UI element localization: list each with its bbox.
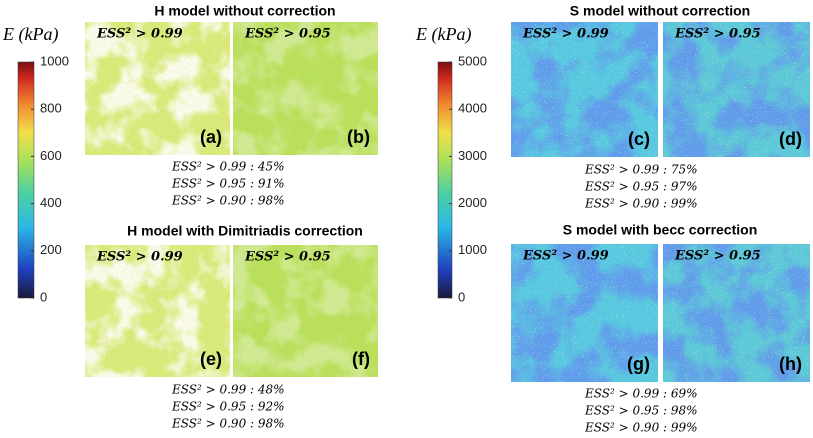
colorbar-tick-label: 1000 bbox=[40, 53, 69, 68]
heatmap-speckle bbox=[85, 22, 230, 155]
panel-label: (f) bbox=[352, 349, 370, 369]
panel-label: (d) bbox=[779, 129, 802, 149]
ess-stat: ESS² > 0.90 : 98% bbox=[171, 194, 285, 208]
colorbar bbox=[437, 61, 453, 299]
threshold-label: ESS² > 0.99 bbox=[522, 249, 609, 264]
threshold-label: ESS² > 0.95 bbox=[244, 250, 331, 265]
ess-stat: ESS² > 0.99 : 75% bbox=[584, 163, 698, 177]
colorbar-tick-label: 4000 bbox=[458, 101, 487, 116]
colorbar-tick-label: 1000 bbox=[458, 242, 487, 257]
threshold-label: ESS² > 0.99 bbox=[522, 27, 609, 42]
threshold-label: ESS² > 0.99 bbox=[96, 27, 183, 42]
colorbar-tick-label: 200 bbox=[40, 242, 62, 257]
colorbar-label: E (kPa) bbox=[415, 24, 471, 45]
heatmap-speckle bbox=[511, 22, 658, 157]
colorbar-tick-label: 400 bbox=[40, 195, 62, 210]
panel-title: S model without correction bbox=[570, 3, 750, 19]
ess-stat: ESS² > 0.90 : 99% bbox=[584, 197, 698, 211]
ess-stat: ESS² > 0.95 : 91% bbox=[171, 177, 285, 191]
colorbar-tick-label: 2000 bbox=[458, 195, 487, 210]
heatmap-speckle bbox=[663, 22, 810, 157]
threshold-label: ESS² > 0.99 bbox=[96, 250, 183, 265]
ess-stat: ESS² > 0.99 : 45% bbox=[171, 160, 285, 174]
colorbar-tick-label: 3000 bbox=[458, 148, 487, 163]
heatmap-speckle bbox=[233, 245, 378, 377]
ess-stat: ESS² > 0.95 : 98% bbox=[584, 404, 698, 418]
colorbar-tick-label: 0 bbox=[458, 289, 465, 304]
panel-title: H model without correction bbox=[154, 3, 335, 19]
colorbar-tick-label: 600 bbox=[40, 148, 62, 163]
ess-stat: ESS² > 0.90 : 99% bbox=[584, 421, 698, 434]
colorbar-label: E (kPa) bbox=[2, 24, 58, 45]
panel-label: (b) bbox=[347, 127, 370, 147]
panel-label: (h) bbox=[779, 354, 802, 374]
ess-stat: ESS² > 0.90 : 98% bbox=[171, 417, 285, 431]
ess-stat: ESS² > 0.95 : 92% bbox=[171, 400, 285, 414]
panel-label: (c) bbox=[628, 129, 650, 149]
ess-stat: ESS² > 0.99 : 48% bbox=[171, 383, 285, 397]
panel-label: (a) bbox=[200, 127, 222, 147]
ess-stat: ESS² > 0.99 : 69% bbox=[584, 387, 698, 401]
colorbar-tick-label: 800 bbox=[40, 101, 62, 116]
heatmap-speckle bbox=[233, 22, 378, 155]
panel-title: S model with becc correction bbox=[563, 222, 758, 238]
threshold-label: ESS² > 0.95 bbox=[674, 27, 761, 42]
ess-stat: ESS² > 0.95 : 97% bbox=[584, 180, 698, 194]
heatmap-speckle bbox=[85, 245, 230, 377]
panel-label: (g) bbox=[627, 354, 650, 374]
panel-label: (e) bbox=[200, 349, 222, 369]
threshold-label: ESS² > 0.95 bbox=[674, 249, 761, 264]
threshold-label: ESS² > 0.95 bbox=[244, 27, 331, 42]
colorbar-tick-label: 0 bbox=[40, 289, 47, 304]
colorbar bbox=[17, 61, 35, 299]
colorbar-tick-label: 5000 bbox=[458, 53, 487, 68]
heatmap-speckle bbox=[663, 244, 810, 382]
panel-title: H model with Dimitriadis correction bbox=[127, 223, 363, 239]
heatmap-speckle bbox=[511, 244, 658, 382]
